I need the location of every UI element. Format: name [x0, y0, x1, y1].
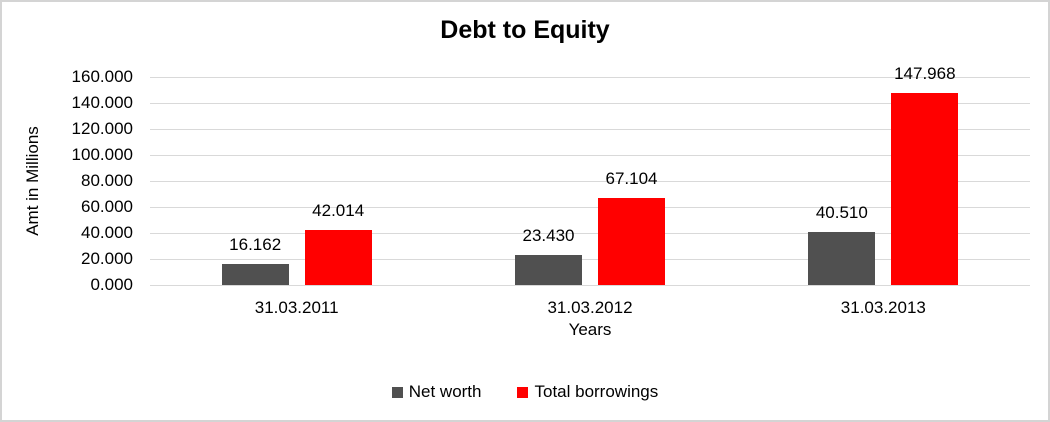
- gridline: [150, 180, 1030, 182]
- y-tick-label: 40.000: [81, 223, 133, 242]
- y-tick-label: 80.000: [81, 171, 133, 190]
- legend-marker-net-worth: [391, 386, 403, 398]
- y-tick-label: 160.000: [71, 67, 133, 86]
- gridline: [150, 128, 1030, 130]
- y-tick-label: 140.000: [71, 93, 133, 112]
- x-category-label: 31.03.2011: [254, 298, 339, 317]
- bar-net-worth: [808, 232, 876, 285]
- bar-net-worth: [515, 255, 582, 285]
- x-axis-title: Years: [568, 320, 612, 339]
- bar-total-borrowings: [304, 230, 372, 285]
- bar-total-borrowings: [598, 198, 665, 285]
- bar-net-worth: [221, 264, 289, 285]
- data-label: 147.968: [894, 64, 956, 83]
- legend-label: Total borrowings: [534, 382, 659, 401]
- gridline: [150, 258, 1030, 260]
- gridline: [150, 284, 1030, 286]
- legend-label: Net worth: [408, 382, 482, 401]
- y-tick-label: 60.000: [81, 197, 133, 216]
- gridline: [150, 206, 1030, 208]
- y-tick-label: 0.000: [90, 275, 133, 294]
- data-label: 23.430: [522, 226, 575, 245]
- bar-total-borrowings: [891, 93, 959, 285]
- gridline: [150, 154, 1030, 156]
- chart-title: Debt to Equity: [440, 16, 610, 44]
- legend: Net worth Total borrowings: [2, 382, 1048, 402]
- gridline: [150, 102, 1030, 104]
- x-category-label: 31.03.2013: [840, 298, 926, 317]
- x-category-label: 31.03.2012: [547, 298, 633, 317]
- data-label: 16.162: [229, 235, 282, 254]
- data-label: 40.510: [815, 203, 868, 222]
- y-tick-label: 20.000: [81, 249, 133, 268]
- gridline: [150, 232, 1030, 234]
- y-tick-label: 100.000: [71, 145, 133, 164]
- legend-item-total-borrowings: Total borrowings: [517, 382, 658, 402]
- legend-marker-total-borrowings: [517, 386, 529, 398]
- data-label: 67.104: [605, 169, 658, 188]
- y-tick-label: 120.000: [71, 119, 133, 138]
- gridline: [150, 76, 1030, 78]
- data-label: 42.014: [312, 201, 365, 220]
- legend-item-net-worth: Net worth: [391, 382, 482, 402]
